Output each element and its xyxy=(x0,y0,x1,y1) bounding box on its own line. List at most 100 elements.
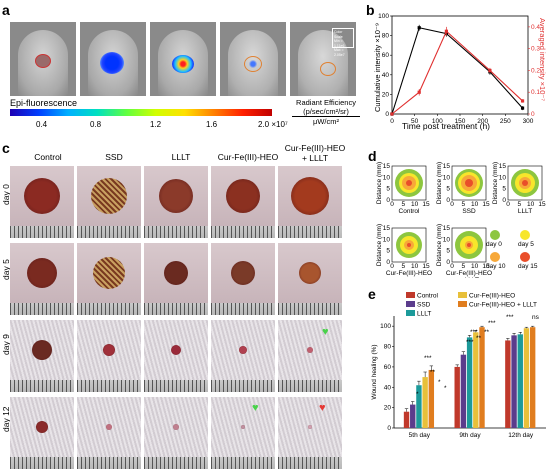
wound-photo-r3-c0 xyxy=(10,397,74,469)
map-xtick-4-1: 5 xyxy=(462,263,466,270)
green-heart-icon-2: ♥ xyxy=(252,402,259,414)
wound-photo-r2-c0 xyxy=(10,320,74,392)
ruler xyxy=(10,226,74,238)
x-tick-label-2: 100 xyxy=(432,118,443,125)
legend-label-day5: day 5 xyxy=(518,241,534,248)
map-ytick-2-1: 5 xyxy=(502,186,506,193)
map-ytick-1-3: 15 xyxy=(443,163,451,170)
wound-photo-r3-c4 xyxy=(278,397,342,469)
sig-mark-9: *** xyxy=(488,320,496,327)
legend-label-day0: day 0 xyxy=(486,241,502,248)
yl-tick-label-1: 20 xyxy=(382,91,390,98)
ruler xyxy=(278,380,342,392)
wound-spot xyxy=(24,178,60,214)
ruler xyxy=(211,226,275,238)
point-0-4 xyxy=(520,106,525,110)
map-xtick-2-0: 0 xyxy=(506,201,510,208)
wound-spot xyxy=(171,345,181,355)
map-label-2-0: LLLT xyxy=(518,208,532,215)
ruler xyxy=(211,380,275,392)
chart-b-frame xyxy=(391,15,529,115)
ruler xyxy=(278,226,342,238)
e-ytick-label-0: 0 xyxy=(387,425,391,432)
ruler xyxy=(144,457,208,469)
chart-b-xlabel: Time post treatment (h) xyxy=(402,121,491,131)
time-label-day12: day 12 xyxy=(310,12,336,21)
map-ytick-4-0: 0 xyxy=(446,259,450,266)
col-title-lllt: LLLT xyxy=(171,152,191,162)
map-ytick-4-1: 5 xyxy=(446,248,450,255)
wound-photo-r3-c3 xyxy=(211,397,275,469)
map-ytick-4-3: 15 xyxy=(443,225,451,232)
units-label: Radiant Efficiency (p/sec/cm²/sr) μW/cm² xyxy=(292,98,360,126)
wound-spot xyxy=(93,257,125,289)
map-ylabel-2: Distance (mm) xyxy=(492,162,499,204)
map-ytick-1-2: 10 xyxy=(443,174,451,181)
map-xtick-3-1: 5 xyxy=(402,263,406,270)
map-ylabel-0: Distance (mm) xyxy=(376,162,383,204)
panel-c-label: c xyxy=(2,140,10,156)
sig-mark-0: *** xyxy=(424,355,432,362)
map-ring-0-3 xyxy=(406,180,412,186)
sig-mark-7: ** xyxy=(476,335,482,342)
wound-photo-r0-c0 xyxy=(10,166,74,238)
ivis-tile-1 xyxy=(10,22,76,96)
col-title-cur: Cur-Fe(III)-HEO xyxy=(217,152,279,162)
ruler xyxy=(10,380,74,392)
point-1-4 xyxy=(520,99,525,103)
sig-mark-10: *** xyxy=(506,314,514,321)
x-tick-label-0: 0 xyxy=(390,118,394,125)
wound-spot xyxy=(36,421,48,433)
wound-photo-r2-c3 xyxy=(211,320,275,392)
wound-photo-r1-c3 xyxy=(211,243,275,315)
panel-e-label: e xyxy=(368,286,376,302)
map-ytick-2-3: 15 xyxy=(499,163,507,170)
legend-label-day10: day 10 xyxy=(486,263,506,270)
wound-photo-r2-c1 xyxy=(77,320,141,392)
wound-photo-r2-c4 xyxy=(278,320,342,392)
map-xtick-0-2: 10 xyxy=(411,201,419,208)
map-ytick-4-2: 10 xyxy=(443,236,451,243)
cs-tick-4: 2.0 ×10⁷ xyxy=(258,120,288,129)
map-xtick-1-2: 10 xyxy=(471,201,479,208)
sig-mark-4: * xyxy=(416,391,419,398)
ruler xyxy=(144,380,208,392)
x-tick-label-1: 50 xyxy=(411,118,419,125)
col-title-control: Control xyxy=(34,152,62,162)
map-xtick-3-0: 0 xyxy=(390,263,394,270)
map-ytick-2-2: 10 xyxy=(499,174,507,181)
wound-spot xyxy=(308,425,312,429)
green-heart-icon: ♥ xyxy=(322,326,329,338)
legend-label-1: SSD xyxy=(417,302,431,309)
bar-1-0 xyxy=(454,366,460,428)
yl-tick-label-4: 80 xyxy=(382,33,390,40)
legend-label-day15: day 15 xyxy=(518,263,538,270)
ruler xyxy=(144,226,208,238)
cs-tick-3: 1.6 xyxy=(206,120,218,129)
map-label-0-0: Control xyxy=(399,208,421,215)
wound-spot xyxy=(32,340,52,360)
point-0-1 xyxy=(417,26,421,30)
bar-0-1 xyxy=(410,404,416,428)
x-tick-label-6: 300 xyxy=(523,118,534,125)
wound-spot xyxy=(103,344,115,356)
map-ytick-3-3: 15 xyxy=(383,225,391,232)
wound-spot xyxy=(231,261,255,285)
wound-spot xyxy=(106,424,112,430)
map-xtick-4-3: 15 xyxy=(482,263,490,270)
point-1-1 xyxy=(417,90,421,94)
category-label-2: 12th day xyxy=(508,432,534,439)
yl-tick-label-0: 0 xyxy=(385,111,389,118)
chart-e: 0 20 40 60 80 100 Wound healing (%) 5th day 9th … xyxy=(371,292,546,439)
legend-swatch-4 xyxy=(458,301,467,307)
legend-swatch-1 xyxy=(406,301,415,307)
ruler xyxy=(77,380,141,392)
map-ylabel-3: Distance (mm) xyxy=(376,224,383,266)
wound-photo-r3-c2 xyxy=(144,397,208,469)
col-title-ssd: SSD xyxy=(105,152,123,162)
sig-mark-5: *** xyxy=(470,329,478,336)
time-label-hour0: hour 0 xyxy=(31,12,55,21)
e-ytick-label-3: 60 xyxy=(384,364,392,371)
color-scale-box: Color Scale Min = 1.11e6 Max = 2.05e7 xyxy=(332,28,354,57)
map-ylabel-4: Distance (mm) xyxy=(436,224,443,266)
